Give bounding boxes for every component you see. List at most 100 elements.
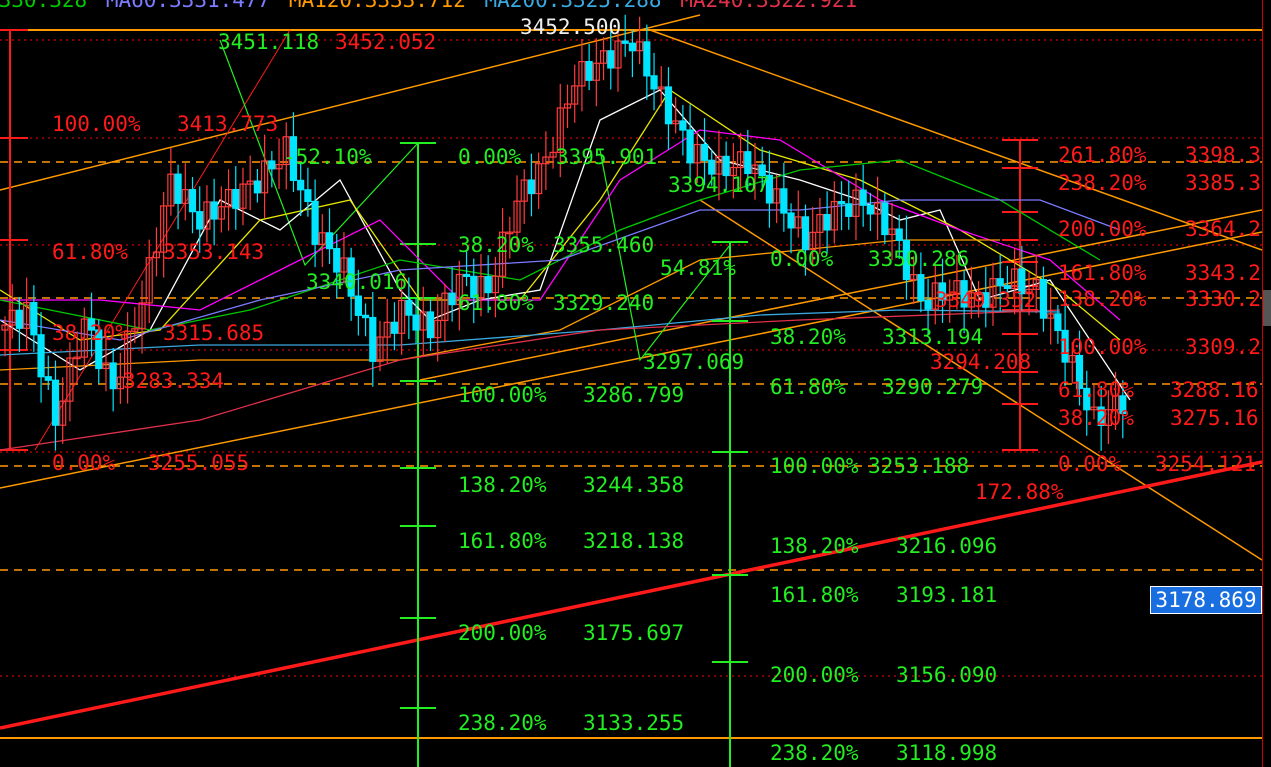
fib-green-label: 3175.697 [583,621,685,645]
candle-body [477,275,485,299]
candle-body [513,200,521,233]
fib-green-label: 3118.998 [896,741,998,765]
fib-red-label: 61.80% [52,240,128,264]
candle-body [816,213,824,233]
candle-body [297,179,305,191]
candle-body [1047,313,1055,319]
candle-body [217,206,225,220]
candle-body [700,143,709,161]
candle-body [282,136,290,166]
scroll-thumb[interactable] [1263,290,1271,326]
fib-red-label: 3452.052 [335,30,437,54]
candle-body [1003,285,1012,289]
candle-body [585,61,593,81]
candle-body [895,228,903,241]
fib-green-label: 3156.090 [896,663,998,687]
fib-green-label: 3395.901 [556,145,658,169]
fib-green-label: 3290.279 [882,375,984,399]
legend-item-ma120: MA120:3333.712 [288,0,466,12]
candle-body [693,143,701,164]
candle-body [535,163,543,195]
fib-red-label: 3353.143 [163,240,265,264]
candle-body [73,356,81,360]
candle-body [196,211,204,230]
fib-green-label: -52.10% [283,145,372,169]
moving-average-line [0,89,1121,341]
candle-body [318,232,326,245]
candle-body [66,357,74,402]
candle-body [924,299,932,310]
candle-body [116,376,124,390]
moving-average-line [0,159,1101,331]
candle-body [571,85,579,105]
high-price-label: 3452.500 [520,15,622,39]
legend-item-ma60: MA60:3331.477 [105,0,271,12]
candle-body [765,174,774,204]
moving-average-line [0,199,1121,341]
candle-body [837,201,846,205]
moving-average-line [0,239,1000,371]
fib-green-label: 200.00% [770,663,859,687]
candle-body [1032,279,1040,290]
candle-body [87,318,96,331]
candle-body [650,75,658,90]
candle-body [852,189,860,217]
fib-green-label: 3313.194 [882,325,984,349]
candle-body [910,274,918,281]
candle-body [773,188,781,204]
candle-body [145,257,153,304]
price-scrollbar[interactable] [1262,0,1271,767]
fib-red-label: 261.80% [1058,143,1147,167]
candle-body [520,179,528,202]
fib-red-label: 3343.2 [1185,261,1261,285]
candle-body [614,40,622,69]
fib-green-label: 138.20% [770,534,859,558]
candle-body [138,302,146,330]
zigzag-line [599,149,731,362]
candle-body [419,311,427,331]
candle-body [1011,268,1019,289]
fib-red-label: 3255.055 [148,451,250,475]
candle-body [722,155,730,177]
candle-body [1061,329,1069,363]
candle-body [491,275,499,294]
channel-line [0,14,701,191]
candle-body [239,183,247,209]
candle-body [563,103,572,109]
candle-body [592,62,600,81]
candle-body [506,231,514,235]
fib-green-label: 3451.118 [218,30,320,54]
candle-body [715,155,723,175]
candle-body [160,205,168,253]
candle-body [405,299,413,316]
fib-red-label: 61.80% [1058,378,1134,402]
candle-body [470,275,478,299]
candle-body [412,314,420,331]
fib-green-label: 38.20% [458,233,534,257]
candle-body [636,41,644,52]
candle-body [953,280,961,295]
fib-green-label: 3350.286 [868,247,970,271]
fib-green-label: 3253.188 [868,454,970,478]
candle-body [686,129,694,164]
candle-body [1,324,9,331]
fib-red-label: 200.00% [1058,217,1147,241]
candle-body [643,41,651,77]
candle-body [751,164,759,175]
fib-red-label: 138.20% [1058,287,1147,311]
candle-body [917,274,925,302]
fib-green-label: 200.00% [458,621,547,645]
candle-body [1054,313,1062,332]
candle-body [398,299,406,334]
candle-body [268,160,276,170]
candle-body [376,336,384,362]
candle-body [131,328,139,332]
candle-body [996,278,1004,287]
fib-green-label: 100.00% [458,383,547,407]
fib-green-label: 3218.138 [583,529,685,553]
fib-green-label: 3286.799 [583,383,685,407]
candle-body [484,275,492,294]
candle-body [434,319,442,339]
